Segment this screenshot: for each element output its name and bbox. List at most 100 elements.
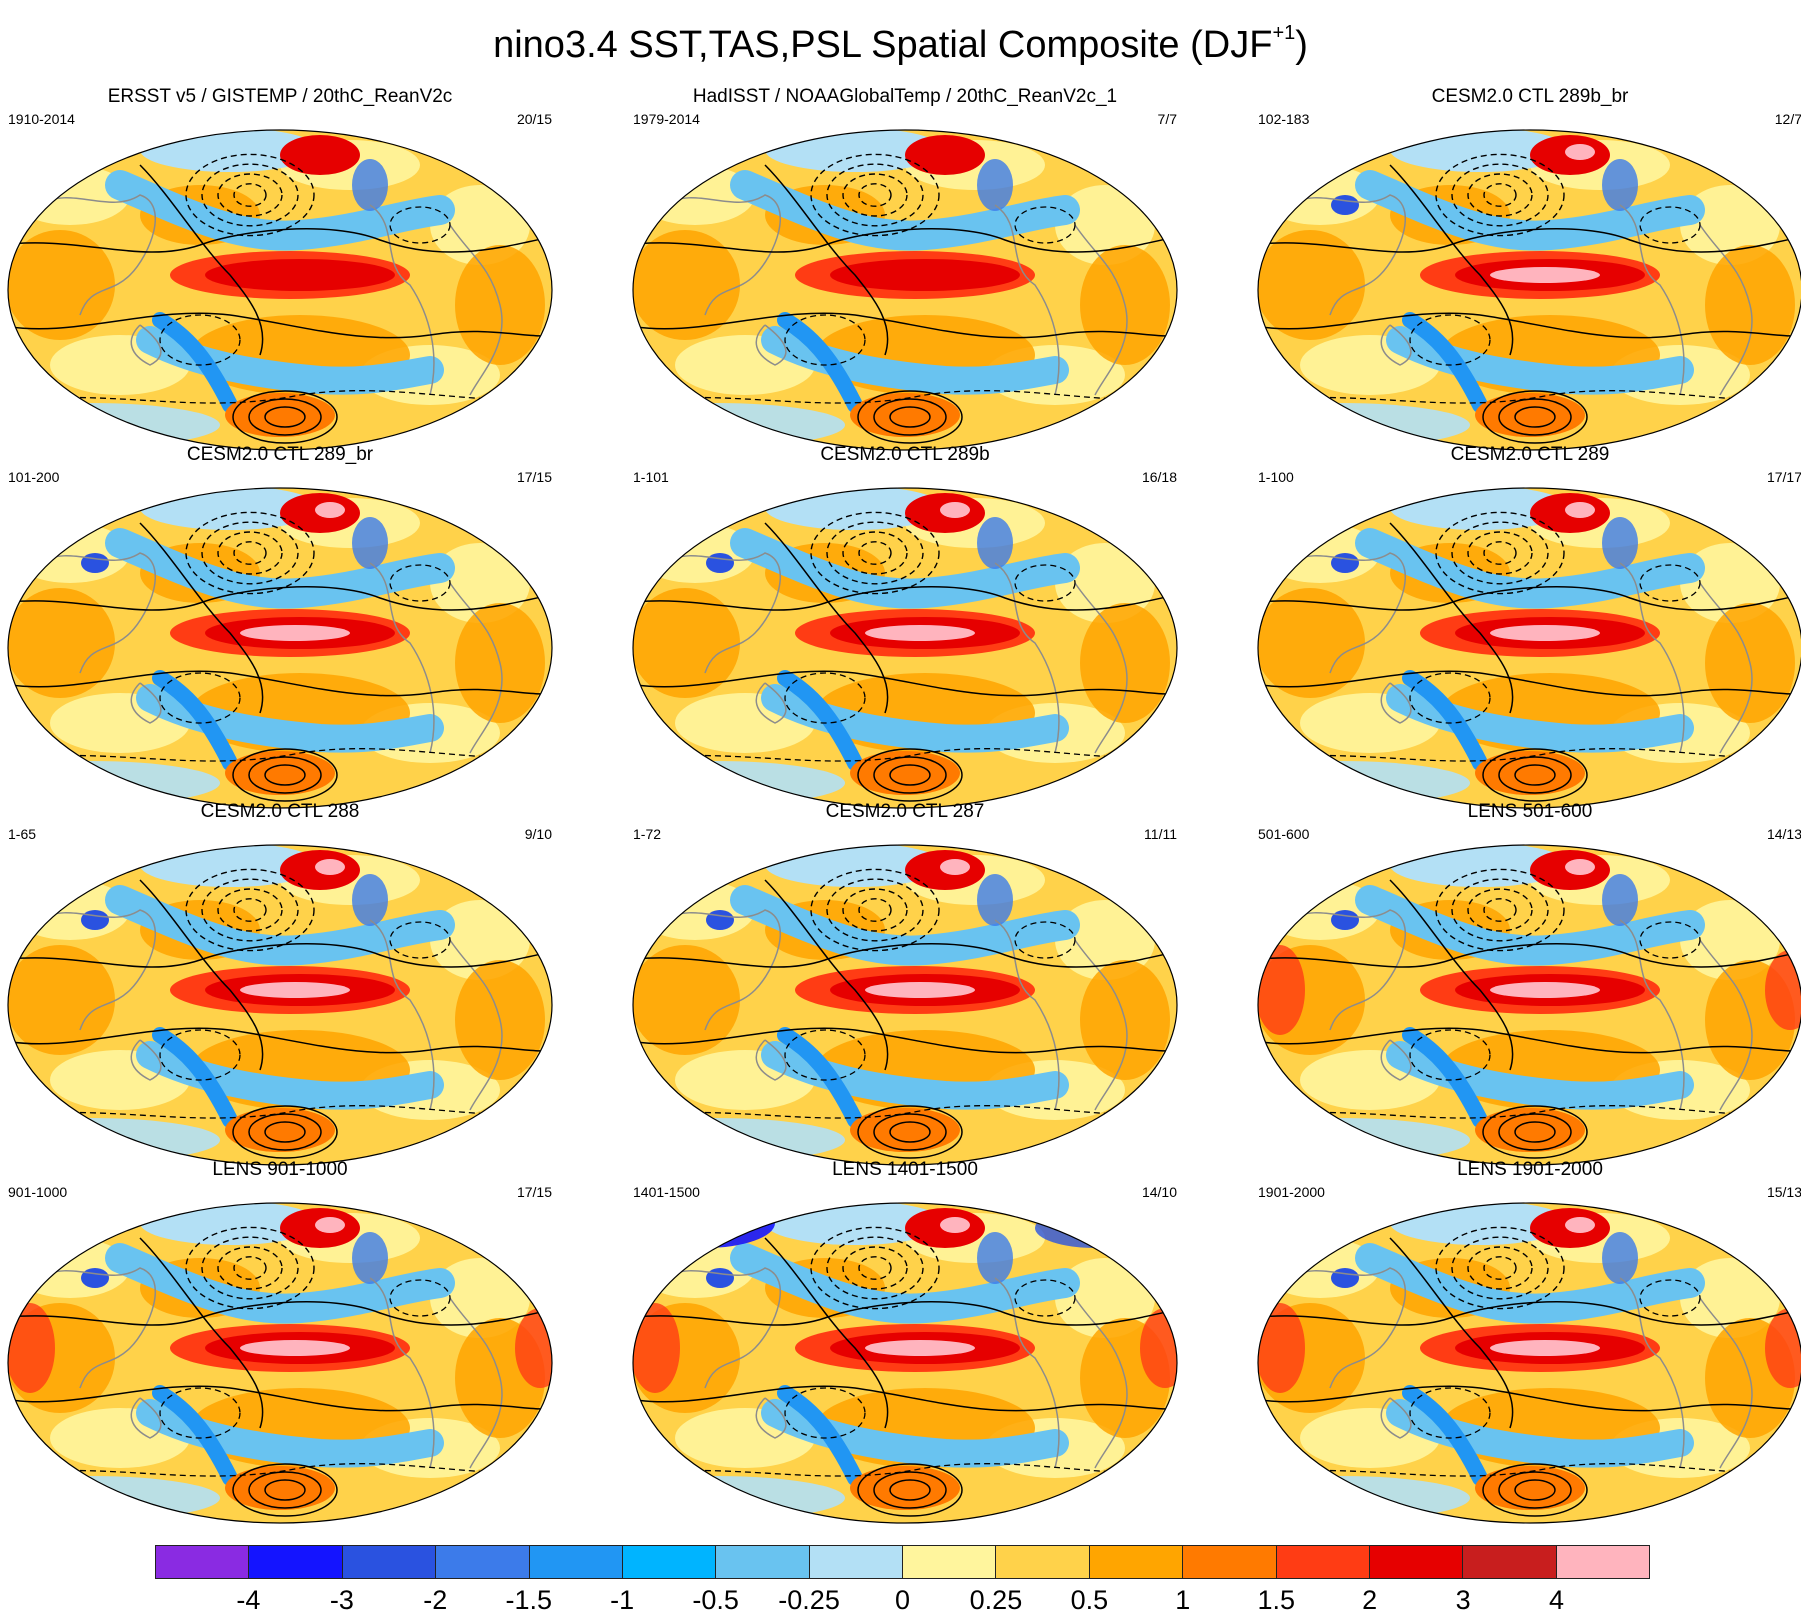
psl-negative-contour — [810, 1226, 940, 1310]
warm-anomaly-patch — [850, 751, 960, 795]
psl-positive-contour — [248, 1113, 322, 1151]
continent-outline — [994, 919, 1060, 1111]
warm-anomaly-patch — [1475, 393, 1585, 437]
warm-anomaly-patch — [905, 135, 985, 175]
colorbar-tick-label: -1 — [610, 1585, 635, 1615]
psl-positive-contour — [8, 586, 552, 611]
map-panel: CESM2.0 CTL 289b 1-101 16/18 — [625, 443, 1185, 815]
warm-anomaly-patch — [850, 393, 960, 437]
map-frame — [632, 844, 1178, 1166]
colorbar-tick-label: 1 — [1175, 1585, 1191, 1615]
psl-positive-contour — [1389, 1237, 1514, 1429]
psl-positive-contour — [248, 1471, 322, 1509]
robinson-map — [1257, 1202, 1801, 1524]
continent-outline — [664, 909, 782, 1031]
psl-positive-contour — [1498, 1113, 1572, 1151]
anomaly-patch — [430, 185, 530, 265]
map-panel: CESM2.0 CTL 289b_br 102-183 12/7 — [1250, 85, 1801, 457]
panel-title: CESM2.0 CTL 289 — [1450, 444, 1610, 465]
el-nino-warm-tongue — [830, 259, 1020, 291]
cold-anomaly-patch — [635, 1203, 775, 1248]
panel-event-count: 17/17 — [1766, 469, 1801, 485]
anomaly-patch — [1055, 1258, 1155, 1338]
panel-event-count: 7/7 — [1157, 111, 1177, 127]
psl-positive-contour — [264, 406, 306, 428]
panel-title: ERSST v5 / GISTEMP / 20thC_ReanV2c — [107, 86, 453, 107]
el-nino-warm-tongue — [1490, 267, 1600, 283]
psl-negative-contour — [1409, 672, 1491, 724]
psl-positive-contour — [633, 1385, 1177, 1412]
cold-anomaly-patch — [977, 159, 1013, 211]
psl-positive-contour — [1482, 748, 1588, 802]
anomaly-patch — [8, 945, 115, 1055]
warm-anomaly-patch — [1565, 502, 1595, 518]
psl-positive-contour — [264, 1479, 306, 1501]
robinson-map — [632, 129, 1178, 451]
psl-negative-contour — [1409, 1387, 1491, 1439]
continent-outline — [1699, 1297, 1753, 1469]
psl-negative-contour — [1451, 521, 1549, 585]
continent-outline — [130, 1039, 162, 1081]
colorbar-tick-label: -2 — [423, 1585, 448, 1615]
panel-years: 1901-2000 — [1258, 1184, 1325, 1200]
cold-anomaly-patch — [977, 517, 1013, 569]
warm-anomaly-patch — [1765, 950, 1801, 1030]
continent-outline — [130, 1397, 162, 1439]
map-frame — [632, 129, 1178, 451]
warm-anomaly-patch — [1140, 1308, 1177, 1388]
psl-negative-contour — [1014, 1279, 1076, 1317]
psl-negative-contour — [201, 878, 299, 942]
panel-years: 501-600 — [1258, 826, 1310, 842]
psl-negative-contour — [826, 878, 924, 942]
el-nino-warm-tongue — [1490, 625, 1600, 641]
colorbar-swatch — [156, 1546, 250, 1578]
continent-outline — [39, 194, 157, 316]
psl-negative-contour — [826, 521, 924, 585]
psl-negative-contour — [842, 531, 908, 575]
continent-outline — [755, 1397, 787, 1439]
psl-negative-contour — [1435, 1226, 1565, 1310]
psl-negative-contour — [1409, 1029, 1491, 1081]
colorbar-tick-label: 3 — [1455, 1585, 1471, 1615]
psl-negative-contour — [784, 1029, 866, 1081]
anomaly-patch — [1055, 900, 1155, 980]
psl-negative-contour — [159, 1387, 241, 1439]
robinson-map — [632, 844, 1178, 1166]
psl-negative-contour — [1483, 183, 1517, 207]
continent-outline — [1380, 324, 1412, 366]
continent-outline — [1619, 562, 1685, 754]
continent-outline — [1289, 552, 1407, 674]
el-nino-warm-tongue — [240, 625, 350, 641]
colorbar-tick-label: 1.5 — [1257, 1585, 1296, 1615]
psl-positive-contour — [8, 1385, 552, 1412]
map-panel: CESM2.0 CTL 288 1-65 9/10 — [0, 800, 560, 1172]
warm-anomaly-patch — [940, 502, 970, 518]
colorbar-swatch — [342, 1546, 437, 1578]
continent-outline — [1380, 1039, 1412, 1081]
continent-outline — [664, 552, 782, 674]
psl-negative-contour — [1467, 173, 1533, 217]
psl-positive-contour — [633, 670, 1177, 697]
psl-positive-contour — [1514, 406, 1556, 428]
psl-negative-contour — [842, 173, 908, 217]
continent-outline — [1074, 224, 1128, 396]
robinson-map — [1257, 487, 1801, 809]
psl-negative-contour — [389, 564, 451, 602]
map-frame — [7, 487, 553, 809]
colorbar-tick-label: -0.25 — [778, 1585, 840, 1615]
cold-anomaly-patch — [706, 1268, 734, 1288]
psl-negative-contour — [1435, 511, 1565, 595]
psl-negative-contour — [1451, 878, 1549, 942]
psl-negative-contour — [1483, 898, 1517, 922]
psl-positive-contour — [764, 1237, 889, 1429]
psl-negative-contour — [1467, 1246, 1533, 1290]
psl-negative-contour — [1639, 564, 1701, 602]
colorbar-tick-label: -4 — [236, 1585, 261, 1615]
continent-outline — [664, 1267, 782, 1389]
warm-anomaly-patch — [940, 1217, 970, 1233]
warm-anomaly-patch — [315, 1217, 345, 1233]
psl-positive-contour — [633, 312, 1177, 339]
continent-outline — [755, 1039, 787, 1081]
continent-outline — [1289, 1267, 1407, 1389]
colorbar-swatch — [1089, 1546, 1184, 1578]
